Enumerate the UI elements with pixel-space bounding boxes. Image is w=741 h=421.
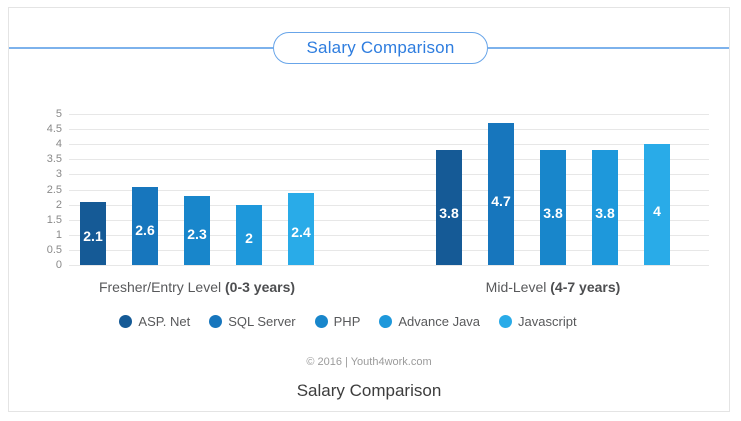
legend-dot-sql-server-icon	[209, 315, 223, 328]
category-labels: Fresher/Entry Level (0-3 years) Mid-Level…	[69, 279, 709, 297]
legend-dot-javascript-icon	[499, 315, 513, 328]
chart-card: Salary Comparison 0 0.5 1 1.5 2 2.5 3 3.5 4 4.5 5 2…	[8, 7, 730, 412]
legend-dot-php-icon	[314, 315, 328, 328]
y-tick-label: 1	[55, 229, 62, 241]
gridline	[69, 174, 709, 175]
image-caption: Salary Comparison	[296, 381, 442, 400]
bar-sql-server-group2: 4.7	[488, 123, 514, 265]
copyright-text: © 2016 | Youth4work.com	[306, 356, 432, 368]
bar-value-label: 4.7	[491, 193, 511, 210]
bar-value-label: 2.4	[291, 224, 311, 241]
chart-title-pill: Salary Comparison	[273, 32, 488, 64]
gridline	[69, 205, 709, 206]
gridline	[69, 250, 709, 251]
bar-javascript-group2: 4	[644, 144, 670, 265]
y-tick-label: 1.5	[46, 214, 62, 226]
bar-value-label: 2	[245, 229, 253, 246]
y-tick-label: 3	[55, 168, 62, 180]
legend-item-javascript: Javascript	[499, 314, 577, 329]
bar-asp-net-group1: 2.1	[80, 201, 106, 265]
bar-value-label: 2.6	[135, 221, 155, 238]
bar-sql-server-group1: 2.6	[132, 186, 158, 265]
y-tick-label: 0.5	[46, 244, 62, 256]
y-tick-label: 3.5	[46, 153, 62, 165]
bar-value-label: 3.8	[595, 205, 615, 222]
gridline	[69, 144, 709, 145]
gridline	[69, 265, 709, 266]
legend-label: ASP. Net	[138, 314, 191, 329]
title-divider-line-left	[9, 47, 273, 49]
gridline	[69, 235, 709, 236]
bar-advance-java-group1: 2	[236, 204, 262, 265]
bar-advance-java-group2: 3.8	[592, 150, 618, 265]
chart-legend: ASP. Net SQL Server PHP Advance Java Javascr…	[0, 314, 709, 329]
legend-item-asp-net: ASP. Net	[119, 314, 190, 329]
bar-value-label: 3.8	[439, 205, 459, 222]
bar-javascript-group1: 2.4	[288, 192, 314, 265]
y-tick-label: 2	[55, 199, 62, 211]
gridline	[69, 190, 709, 191]
bar-value-label: 3.8	[543, 205, 563, 222]
gridline	[69, 220, 709, 221]
y-tick-label: 5	[55, 108, 62, 120]
bar-php-group2: 3.8	[540, 150, 566, 265]
legend-label: PHP	[333, 314, 361, 329]
gridline	[69, 159, 709, 160]
category-label-bold: (4-7 years)	[550, 279, 621, 295]
plot-area: 0 0.5 1 1.5 2 2.5 3 3.5 4 4.5 5 2.1 3.8 2.6 4.7 2.3 3.8 2…	[47, 108, 709, 271]
legend-item-php: PHP	[314, 314, 361, 329]
y-tick-label: 0	[55, 259, 62, 271]
y-tick-label: 2.5	[46, 184, 62, 196]
category-label-2: Mid-Level (4-7 years)	[486, 279, 621, 295]
legend-label: Javascript	[518, 314, 577, 329]
category-label-prefix: Fresher/Entry Level	[98, 279, 226, 295]
gridline	[69, 129, 709, 130]
bar-php-group1: 2.3	[184, 195, 210, 265]
bar-value-label: 4	[653, 202, 661, 219]
legend-item-sql-server: SQL Server	[209, 314, 296, 329]
title-divider-line-right	[488, 47, 729, 49]
legend-label: SQL Server	[228, 314, 296, 329]
legend-dot-advance-java-icon	[379, 315, 393, 328]
category-label-bold: (0-3 years)	[225, 279, 296, 295]
y-tick-label: 4.5	[46, 123, 62, 135]
category-label-prefix: Mid-Level	[485, 279, 551, 295]
legend-item-advance-java: Advance Java	[379, 314, 480, 329]
legend-dot-asp-net-icon	[119, 315, 133, 328]
title-band: Salary Comparison	[9, 32, 729, 64]
category-label-1: Fresher/Entry Level (0-3 years)	[99, 279, 295, 295]
y-tick-label: 4	[55, 138, 62, 150]
bar-value-label: 2.1	[83, 228, 103, 245]
legend-label: Advance Java	[398, 314, 481, 329]
bar-value-label: 2.3	[187, 225, 207, 242]
bar-asp-net-group2: 3.8	[436, 150, 462, 265]
gridline	[69, 114, 709, 115]
chart-title: Salary Comparison	[306, 38, 455, 57]
